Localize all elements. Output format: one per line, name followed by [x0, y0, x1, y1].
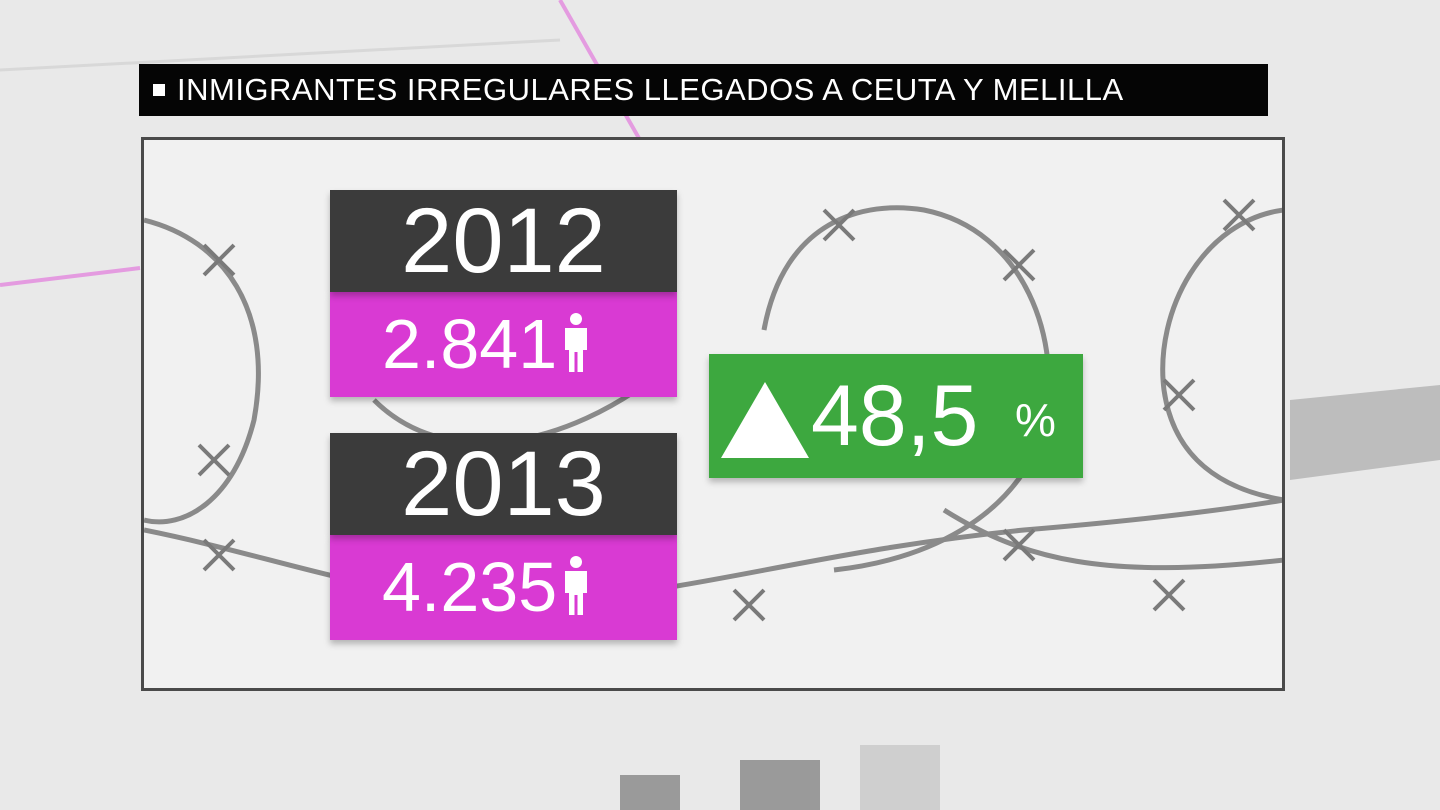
- title-bullet: [153, 84, 165, 96]
- person-icon: [565, 556, 588, 615]
- title: INMIGRANTES IRREGULARES LLEGADOS A CEUTA…: [177, 72, 1124, 107]
- count-box: 2.841: [330, 292, 677, 397]
- year-label: 2013: [330, 433, 677, 535]
- count-box: 4.235: [330, 535, 677, 640]
- title-bar: INMIGRANTES IRREGULARES LLEGADOS A CEUTA…: [139, 64, 1268, 116]
- change-value: 48,5: [811, 368, 979, 464]
- change-unit: %: [1015, 394, 1056, 446]
- up-triangle: [721, 382, 809, 458]
- barbed-wire: [144, 198, 1282, 622]
- year-label: 2012: [330, 190, 677, 292]
- person-icon: [565, 313, 588, 372]
- change-box: 48,5 %: [709, 354, 1083, 478]
- count-value: 4.235: [382, 548, 558, 626]
- count-value: 2.841: [382, 305, 558, 383]
